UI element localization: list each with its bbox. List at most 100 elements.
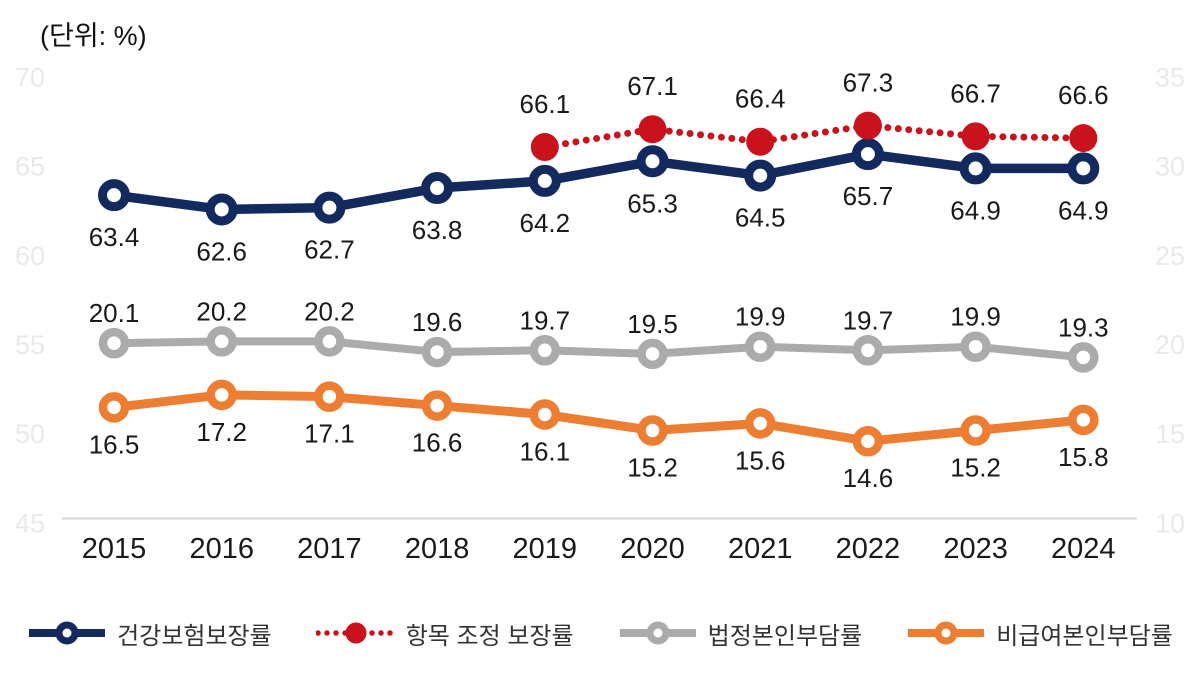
legend: 건강보험보장률 항목 조정 보장률 법정본인부담률 비급여본인부담률 <box>0 612 1200 654</box>
x-axis-year-label: 2018 <box>405 533 470 565</box>
data-point-label: 19.6 <box>412 307 463 337</box>
data-point-marker <box>852 425 884 457</box>
series-line-statutory-copayment <box>113 337 1084 362</box>
data-point-marker <box>636 145 669 178</box>
legend-sample-solid-line-icon <box>29 621 106 645</box>
series-markers-health-insurance-coverage <box>98 138 1100 226</box>
data-point-label: 20.2 <box>196 296 247 326</box>
data-point-label: 66.1 <box>519 89 570 119</box>
data-point-marker <box>960 415 991 446</box>
series-labels-adjusted-coverage: 66.1 67.1 66.4 67.3 66.7 66.6 <box>519 68 1108 119</box>
x-axis-year-label: 2017 <box>297 533 362 565</box>
data-point-label: 64.9 <box>1058 195 1109 225</box>
data-point-label: 15.2 <box>627 453 678 483</box>
data-point-marker <box>1067 152 1100 185</box>
data-point-marker <box>1068 404 1099 436</box>
data-point-marker <box>746 127 775 156</box>
data-point-marker <box>959 152 992 185</box>
left-axis-ticks: 70 65 60 55 50 45 <box>15 63 45 539</box>
data-point-label: 63.8 <box>412 215 463 245</box>
x-axis-year-label: 2023 <box>943 533 1008 565</box>
data-point-label: 14.6 <box>843 463 894 493</box>
data-point-marker <box>98 392 130 423</box>
data-point-label: 16.6 <box>412 428 463 458</box>
data-point-label: 63.4 <box>89 222 140 252</box>
data-point-label: 66.6 <box>1058 80 1109 110</box>
data-point-label: 64.9 <box>950 195 1001 225</box>
data-point-label: 20.1 <box>89 298 140 328</box>
x-axis-year-label: 2019 <box>513 533 578 565</box>
data-point-label: 65.7 <box>843 181 894 211</box>
data-point-label: 20.2 <box>304 296 355 326</box>
data-point-marker <box>98 327 130 359</box>
data-point-marker <box>421 172 454 205</box>
series-markers-non-covered-copayment <box>98 379 1099 457</box>
legend-sample-solid-line-icon <box>908 621 985 645</box>
legend-label: 비급여본인부담률 <box>996 622 1173 650</box>
x-axis-labels: 2015 2016 2017 2018 2019 2020 2021 2022 2023 2024 <box>82 533 1116 565</box>
right-tick-label: 20 <box>1155 330 1185 360</box>
right-tick-label: 10 <box>1155 508 1185 538</box>
legend-item-non-covered-copayment: 비급여본인부담률 <box>906 616 1173 651</box>
x-axis-year-label: 2022 <box>836 533 901 565</box>
legend-marker-icon <box>55 621 79 645</box>
data-point-marker <box>961 122 990 151</box>
series-line-non-covered-copayment <box>113 390 1084 446</box>
series-line-health-insurance-coverage <box>113 149 1084 215</box>
data-point-label: 64.5 <box>735 203 786 233</box>
series-line-adjusted-coverage <box>541 122 1087 151</box>
data-point-label: 67.3 <box>843 68 894 98</box>
data-point-label: 17.1 <box>304 419 355 449</box>
data-point-marker <box>852 335 884 366</box>
data-point-marker <box>529 399 561 430</box>
data-point-label: 19.7 <box>843 305 894 335</box>
data-point-marker <box>853 111 882 140</box>
data-point-marker <box>528 164 561 197</box>
legend-item-health-insurance-coverage: 건강보험보장률 <box>27 616 272 651</box>
data-point-label: 16.5 <box>89 429 140 459</box>
data-point-label: 19.7 <box>519 305 570 335</box>
left-tick-label: 55 <box>15 330 45 360</box>
legend-sample-solid-line-icon <box>619 621 696 645</box>
data-point-marker <box>206 326 237 357</box>
data-point-label: 16.1 <box>519 436 570 466</box>
series-labels-health-insurance-coverage: 63.4 62.6 62.7 63.8 64.2 65.3 64.5 65.7 64.9 64.9 <box>89 181 1109 266</box>
data-point-marker <box>1069 124 1098 153</box>
data-point-marker <box>421 336 453 368</box>
data-point-marker <box>744 331 776 362</box>
data-point-label: 19.3 <box>1058 312 1109 342</box>
left-tick-label: 50 <box>15 419 45 449</box>
unit-label: (단위: %) <box>40 21 147 51</box>
right-tick-label: 30 <box>1155 152 1185 182</box>
data-point-marker <box>421 390 453 421</box>
right-tick-label: 25 <box>1155 241 1185 271</box>
data-point-label: 62.6 <box>196 236 247 266</box>
data-point-marker <box>206 379 237 411</box>
data-point-marker <box>744 408 776 439</box>
data-point-label: 65.3 <box>627 188 678 218</box>
data-point-label: 19.9 <box>950 302 1001 332</box>
data-point-label: 15.2 <box>950 453 1001 483</box>
data-point-label: 67.1 <box>627 71 678 101</box>
x-axis-year-label: 2015 <box>82 533 147 565</box>
data-point-marker <box>205 193 238 226</box>
data-point-marker <box>637 415 668 446</box>
right-axis-ticks: 35 30 25 20 15 10 <box>1155 63 1185 539</box>
data-point-marker <box>638 115 667 144</box>
data-point-marker <box>98 179 130 212</box>
data-point-marker <box>529 335 561 366</box>
left-tick-label: 70 <box>15 63 45 93</box>
data-point-marker <box>744 159 777 192</box>
data-point-label: 19.5 <box>627 309 678 339</box>
data-point-marker <box>313 191 346 224</box>
legend-marker-icon <box>934 621 958 645</box>
legend-item-statutory-copayment: 법정본인부담률 <box>618 616 862 651</box>
data-point-label: 19.9 <box>735 302 786 332</box>
legend-label: 건강보험보장률 <box>117 622 272 650</box>
data-point-label: 66.4 <box>735 84 786 114</box>
left-tick-label: 60 <box>15 241 45 271</box>
left-tick-label: 65 <box>15 152 45 182</box>
data-point-marker <box>851 138 884 171</box>
data-point-marker <box>530 133 559 162</box>
